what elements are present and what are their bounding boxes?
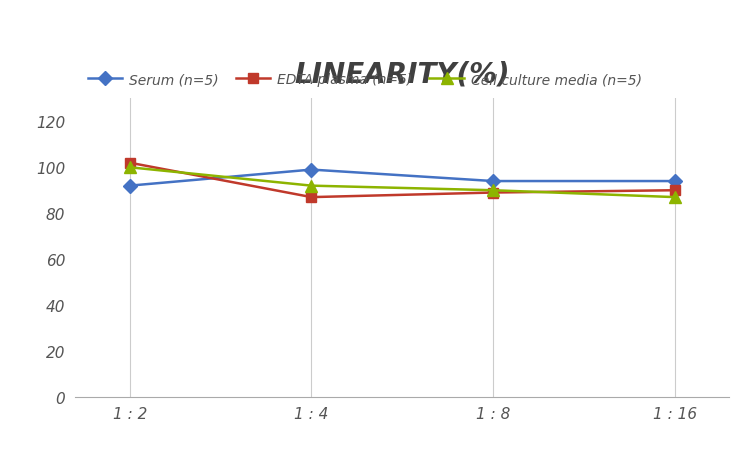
EDTA plasma (n=5) xyxy=(307,195,316,200)
EDTA plasma (n=5) xyxy=(489,190,498,196)
EDTA plasma (n=5) xyxy=(671,188,680,193)
Line: Serum (n=5): Serum (n=5) xyxy=(125,166,680,191)
Serum (n=5) xyxy=(671,179,680,184)
Cell culture media (n=5) xyxy=(307,184,316,189)
EDTA plasma (n=5) xyxy=(125,161,134,166)
Line: Cell culture media (n=5): Cell culture media (n=5) xyxy=(124,162,681,203)
Title: LINEARITY(%): LINEARITY(%) xyxy=(295,60,510,88)
Serum (n=5) xyxy=(489,179,498,184)
Serum (n=5) xyxy=(307,167,316,173)
Cell culture media (n=5) xyxy=(671,195,680,200)
Serum (n=5) xyxy=(125,184,134,189)
Legend: Serum (n=5), EDTA plasma (n=5), Cell culture media (n=5): Serum (n=5), EDTA plasma (n=5), Cell cul… xyxy=(82,68,647,92)
Cell culture media (n=5) xyxy=(125,165,134,170)
Cell culture media (n=5) xyxy=(489,188,498,193)
Line: EDTA plasma (n=5): EDTA plasma (n=5) xyxy=(125,158,680,202)
